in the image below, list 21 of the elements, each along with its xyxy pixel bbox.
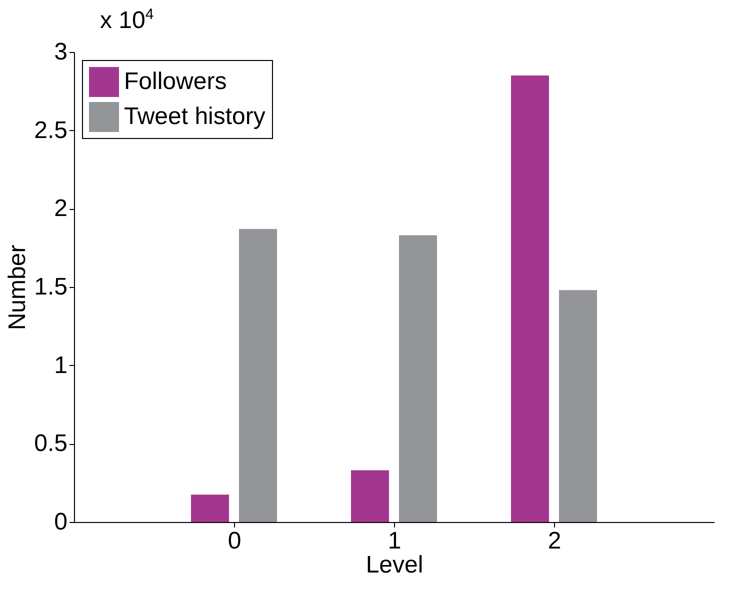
y-tick-label: 1 <box>54 352 68 379</box>
y-axis-title: Number <box>4 244 32 330</box>
x-tick-label: 0 <box>228 528 242 554</box>
x-tick-label: 2 <box>548 528 562 554</box>
text: x 10$^{4}$ <box>100 6 154 34</box>
x-tick-label: 1 <box>388 528 402 554</box>
bar <box>239 229 277 522</box>
bar <box>399 235 437 522</box>
legend-label: Tweet history <box>124 103 266 130</box>
y-tick-label: 3 <box>54 38 68 66</box>
y-tick-label: 0.5 <box>34 430 68 458</box>
bar <box>511 76 549 522</box>
bar <box>351 470 389 522</box>
x-axis-title: Level <box>366 552 424 578</box>
y-tick-label: 2 <box>54 195 68 222</box>
bar <box>191 494 229 522</box>
y-tick-label: 1.5 <box>34 274 68 300</box>
y-tick-label: 2.5 <box>34 116 68 144</box>
y-tick-label: 0 <box>54 508 68 536</box>
bar <box>559 290 597 522</box>
legend-label: Followers <box>124 68 227 95</box>
